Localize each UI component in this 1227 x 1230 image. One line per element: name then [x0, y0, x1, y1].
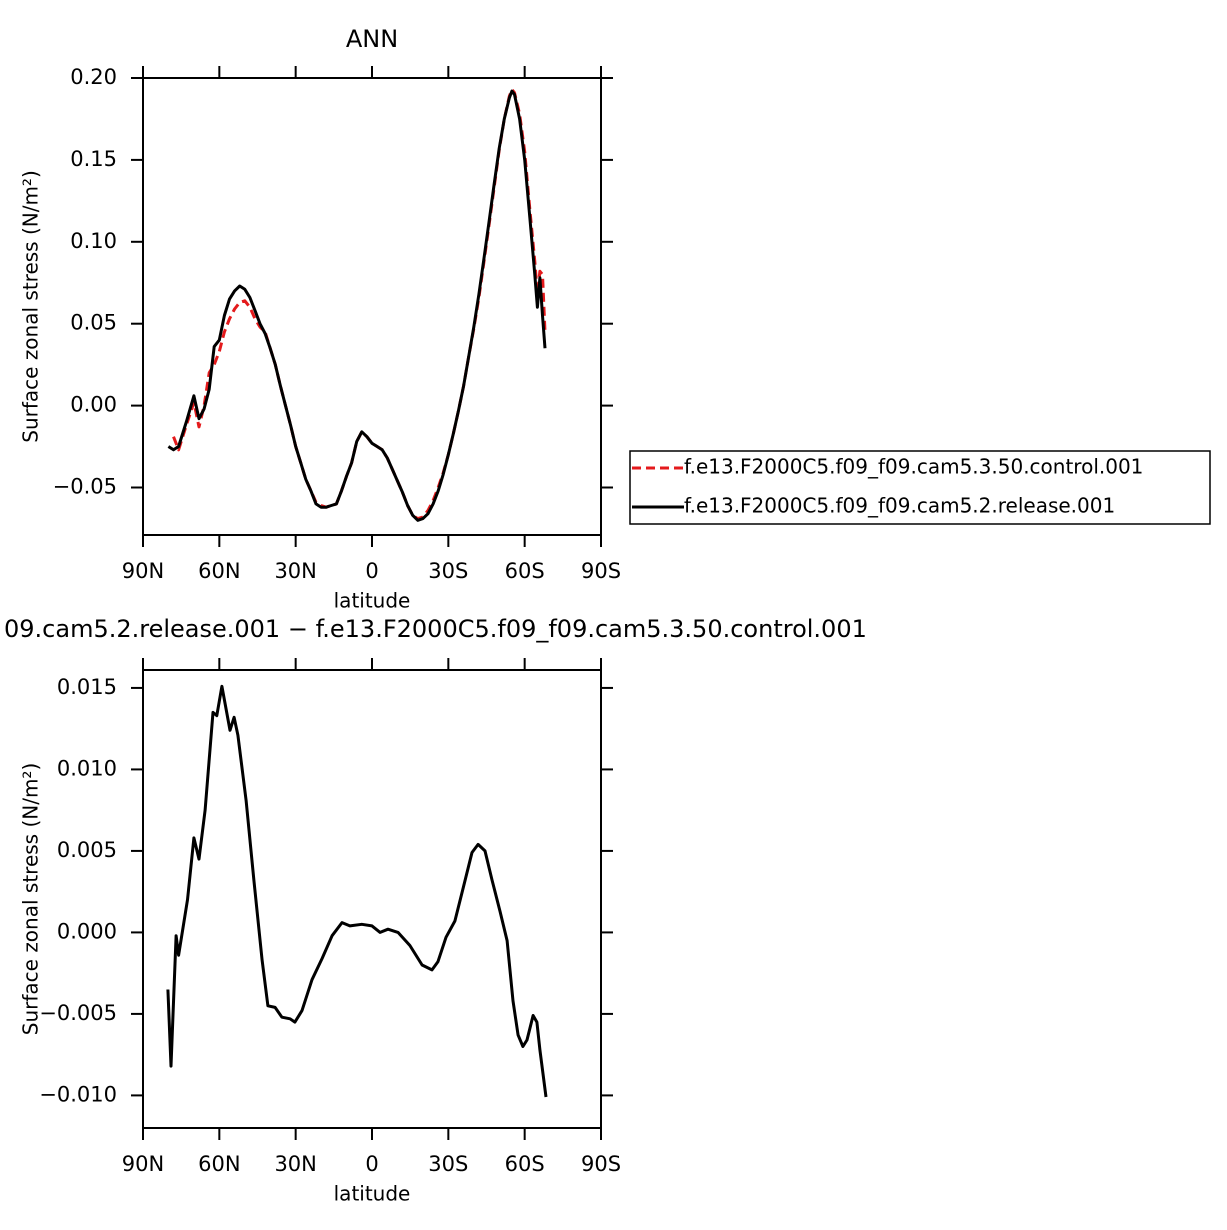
y-axis-label: Surface zonal stress (N/m²) [19, 170, 43, 442]
y-tick-label: −0.010 [39, 1082, 117, 1106]
x-axis-label: latitude [334, 589, 411, 613]
data-line [167, 89, 547, 522]
y-axis-label: Surface zonal stress (N/m²) [19, 763, 43, 1035]
y-tick-label: 0.015 [57, 675, 117, 699]
y-tick-label: −0.05 [53, 474, 117, 498]
x-tick-label: 30S [428, 559, 468, 583]
legend-box [629, 450, 1211, 525]
y-tick-label: 0.000 [57, 919, 117, 943]
y-tick-label: 0.05 [70, 311, 117, 335]
y-tick-label: −0.005 [39, 1001, 117, 1025]
x-tick-label: 60N [198, 1152, 240, 1176]
y-tick-label: 0.005 [57, 838, 117, 862]
chart-title: 09.cam5.2.release.001 − f.e13.F2000C5.f0… [4, 615, 867, 643]
x-tick-label: 30N [274, 1152, 316, 1176]
plot-frame [142, 77, 602, 536]
x-tick-label: 90N [122, 1152, 164, 1176]
y-tick-label: 0.00 [70, 393, 117, 417]
x-tick-label: 0 [365, 559, 378, 583]
x-tick-label: 30S [428, 1152, 468, 1176]
y-tick-label: 0.15 [70, 147, 117, 171]
y-tick-label: 0.010 [57, 756, 117, 780]
legend-label: f.e13.F2000C5.f09_f09.cam5.2.release.001 [684, 494, 1115, 518]
y-tick-label: 0.10 [70, 229, 117, 253]
data-line [166, 684, 548, 1098]
x-tick-label: 60S [505, 1152, 545, 1176]
x-axis-label: latitude [334, 1182, 411, 1206]
x-tick-label: 0 [365, 1152, 378, 1176]
x-tick-label: 60S [505, 559, 545, 583]
x-tick-label: 30N [274, 559, 316, 583]
x-tick-label: 60N [198, 559, 240, 583]
chart-title: ANN [346, 25, 398, 53]
x-tick-label: 90N [122, 559, 164, 583]
legend-label: f.e13.F2000C5.f09_f09.cam5.3.50.control.… [684, 455, 1143, 479]
x-tick-label: 90S [581, 1152, 621, 1176]
x-tick-label: 90S [581, 559, 621, 583]
y-tick-label: 0.20 [70, 65, 117, 89]
